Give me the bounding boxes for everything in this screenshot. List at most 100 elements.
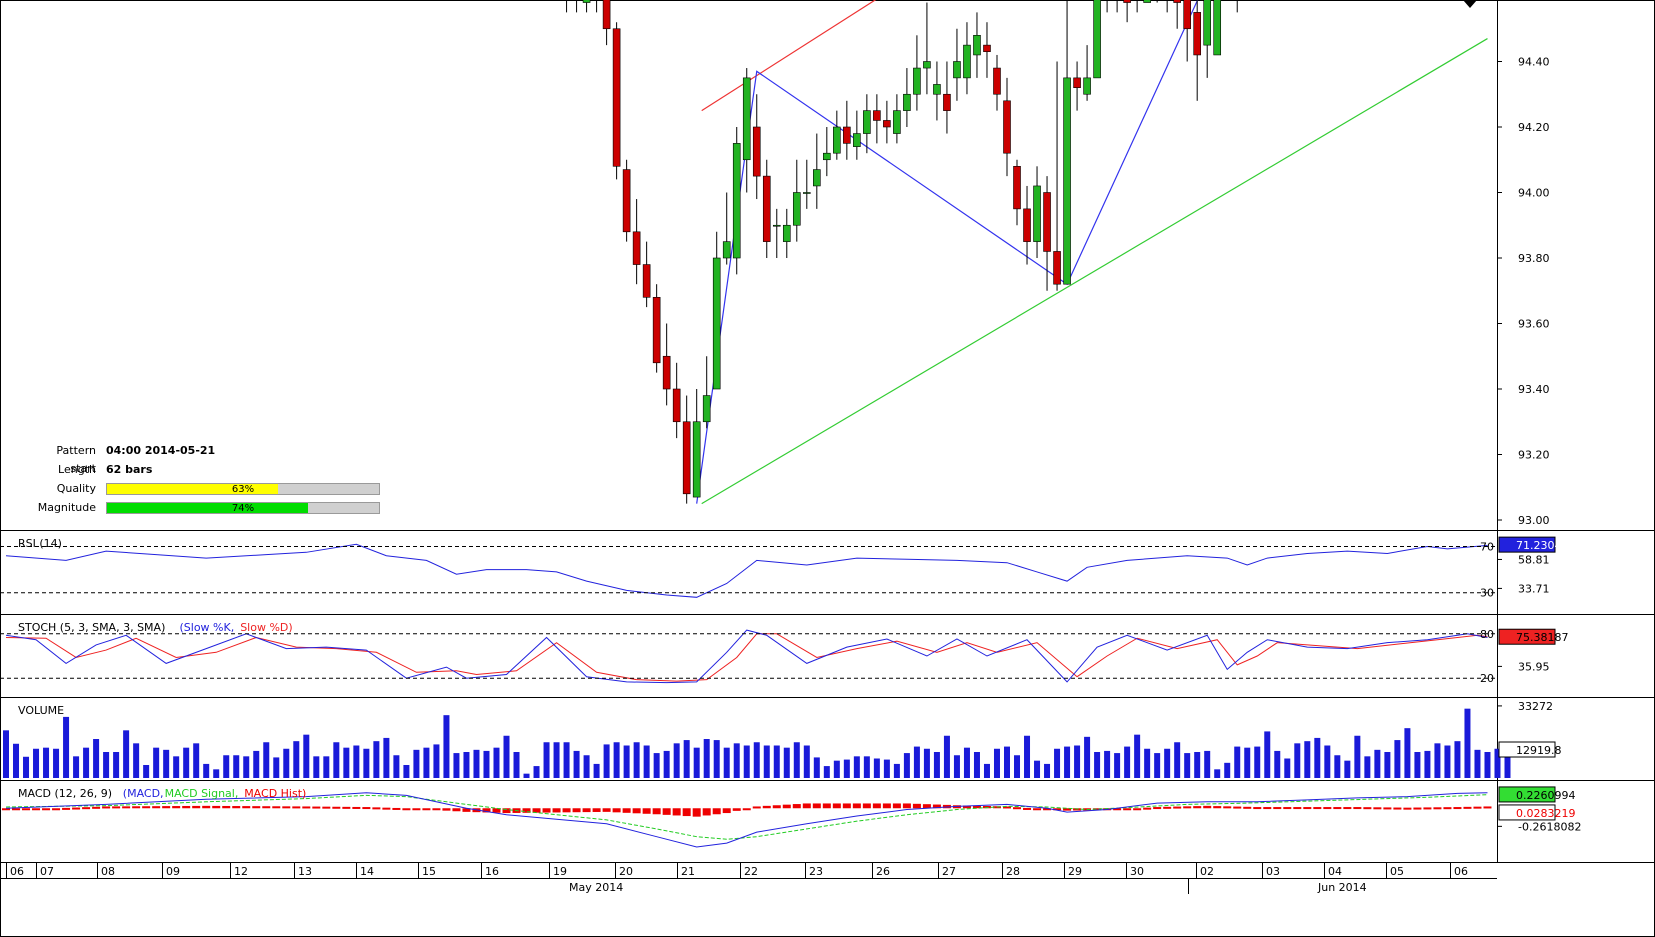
length-value: 62 bars — [106, 463, 153, 476]
date-tick-label: 06 — [10, 865, 24, 878]
macd-hist-bar — [902, 803, 911, 809]
bearish-candle — [632, 231, 641, 265]
date-tick-label: 02 — [1200, 865, 1214, 878]
volume-bar — [823, 766, 830, 778]
stoch-legend-d: Slow %D) — [240, 621, 292, 634]
macd-hist-bar — [62, 807, 71, 810]
macd-hist-bar — [92, 806, 101, 809]
date-tick-label: 16 — [485, 865, 499, 878]
bullish-candle — [933, 84, 941, 95]
volume-bar — [1124, 746, 1131, 778]
macd-hist-bar — [342, 806, 351, 809]
macd-hist-bar — [1133, 808, 1142, 811]
volume-bar — [573, 750, 580, 778]
macd-hist-bar — [102, 806, 111, 809]
bullish-candle — [692, 421, 701, 498]
volume-bar — [113, 752, 120, 778]
volume-bar — [293, 741, 300, 778]
pattern-start-label: Pattern start — [56, 444, 96, 475]
volume-bar — [1384, 752, 1391, 778]
volume-bar — [553, 742, 560, 778]
macd-value-box — [1498, 786, 1556, 803]
stoch-value-label: 75.38187 — [1516, 631, 1569, 644]
magnitude-row: Magnitude 74% — [28, 499, 408, 517]
macd-hist-bar — [122, 806, 131, 809]
month-label: Jun 2014 — [1317, 881, 1367, 894]
macd-hist-bar — [382, 807, 391, 810]
volume-bar — [1284, 758, 1291, 778]
bullish-candle — [722, 241, 731, 259]
volume-bar — [133, 743, 140, 778]
volume-bar — [1254, 746, 1261, 778]
macd-hist-bar — [422, 808, 431, 811]
zigzag-line — [696, 0, 1199, 504]
quality-percent: 63% — [231, 484, 255, 495]
price-axis: 96.2096.0095.8095.6095.4095.2095.0094.80… — [1497, 0, 1550, 527]
rsi-level-30-label: 30 — [1480, 587, 1494, 600]
volume-bar — [1084, 736, 1091, 778]
bullish-candle — [1093, 0, 1101, 79]
bullish-candle — [802, 192, 811, 194]
macd-hist-bar — [402, 808, 411, 811]
volume-bar — [763, 745, 770, 778]
bearish-candle — [873, 110, 881, 121]
macd-hist-bar — [532, 808, 541, 813]
volume-bar — [603, 744, 610, 778]
volume-bar — [663, 750, 670, 778]
macd-hist-bar — [392, 807, 401, 810]
volume-bar — [993, 748, 1000, 778]
macd-hist-bar — [522, 808, 531, 813]
macd-hist-bar — [1163, 806, 1172, 809]
macd-hist-bar — [812, 803, 821, 809]
volume-bar — [1474, 749, 1481, 778]
date-tick-label: 27 — [942, 865, 956, 878]
volume-bar — [323, 756, 330, 778]
volume-bar — [1324, 745, 1331, 778]
macd-hist-bar — [182, 805, 191, 809]
macd-hist-bar — [852, 803, 861, 809]
macd-hist-bar — [1263, 807, 1272, 810]
volume-bar — [93, 739, 100, 778]
volume-bar — [493, 747, 500, 778]
volume-bar — [23, 756, 30, 778]
rsi-title: RSI (14) — [18, 537, 62, 550]
bullish-candle — [913, 67, 921, 95]
date-tick-label: 21 — [681, 865, 695, 878]
volume-bar — [1314, 737, 1321, 778]
macd-hist-bar — [1373, 807, 1382, 810]
bearish-candle — [652, 296, 661, 364]
volume-bar — [853, 756, 860, 778]
volume-bar — [653, 753, 660, 778]
volume-bar — [633, 742, 640, 778]
volume-bar — [923, 748, 930, 778]
volume-bar — [253, 750, 260, 778]
volume-bar — [1294, 743, 1301, 778]
volume-bar — [453, 753, 460, 778]
price-candles — [566, 0, 1238, 504]
volume-bar — [523, 773, 530, 778]
bullish-candle — [813, 169, 821, 187]
volume-bar — [723, 747, 730, 778]
date-tick-label: 08 — [101, 865, 115, 878]
rsi-panel: 70 30 58.81 33.71 71.23044 RSI (14) — [0, 536, 1569, 600]
date-tick-label: 19 — [553, 865, 567, 878]
bearish-candle — [1013, 166, 1021, 210]
macd-value-label: 0.2260994 — [1516, 789, 1576, 802]
volume-bar — [83, 747, 90, 778]
macd-hist-bar — [1253, 807, 1262, 810]
volume-bar — [13, 743, 20, 778]
stoch-legend-k: (Slow %K, — [180, 621, 235, 634]
length-label: Length — [58, 463, 96, 476]
bearish-candle — [983, 44, 991, 52]
macd-hist-bar — [502, 808, 511, 814]
macd-hist-bar — [292, 806, 301, 809]
macd-hist-bar — [172, 806, 181, 809]
bearish-candle — [682, 421, 691, 495]
macd-hist-bar — [802, 803, 811, 809]
date-tick-label: 28 — [1006, 865, 1020, 878]
magnitude-percent: 74% — [231, 503, 255, 514]
rsi-value-box — [1498, 536, 1556, 553]
volume-bar — [1404, 728, 1411, 778]
